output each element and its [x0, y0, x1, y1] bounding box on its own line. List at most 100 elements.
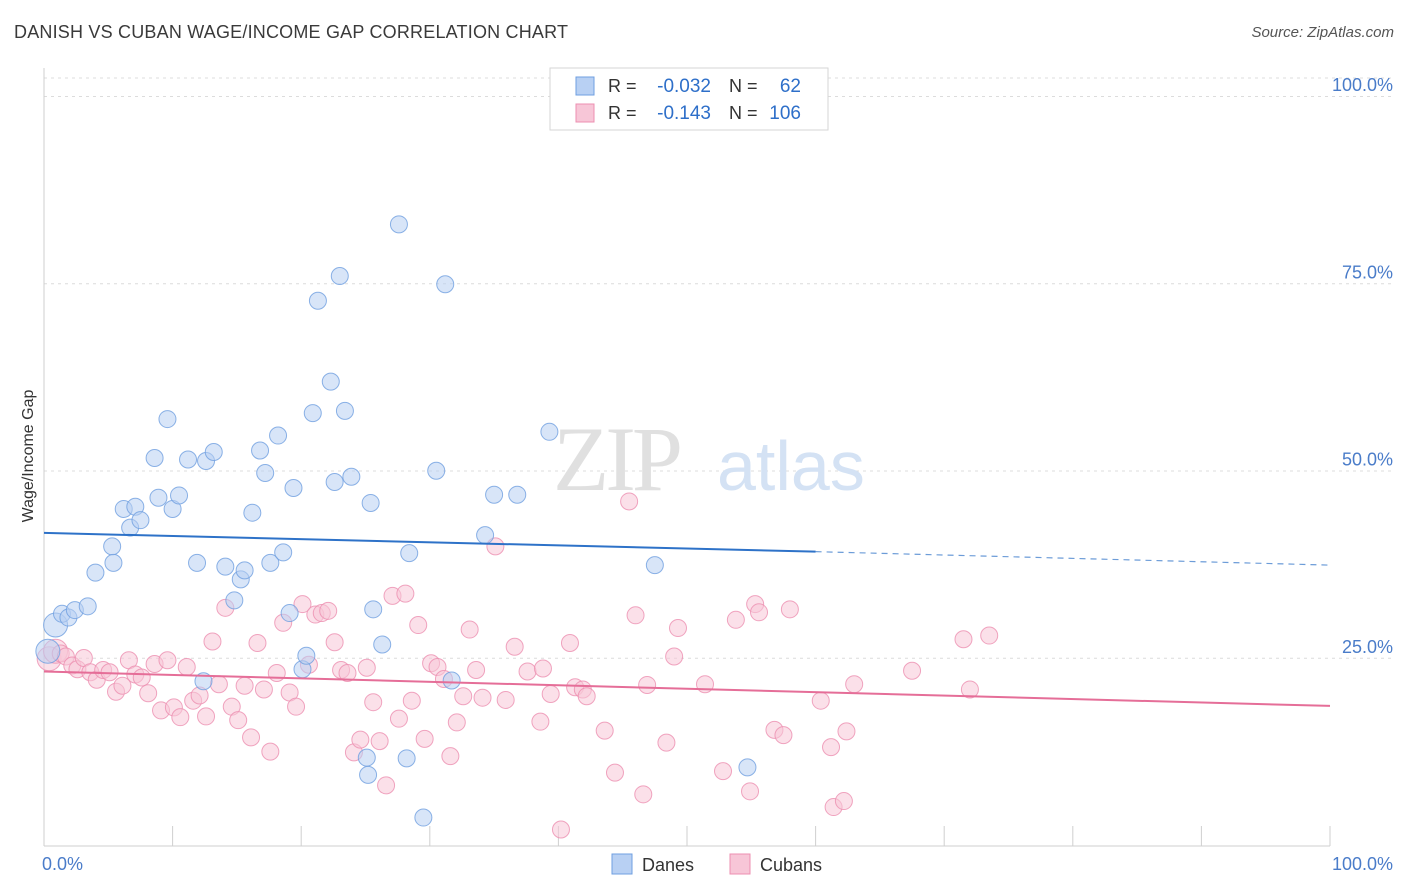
cubans-point: [357, 658, 376, 677]
danes-point: [225, 591, 244, 610]
cubans-point: [370, 732, 389, 751]
danes-point: [274, 543, 293, 562]
cubans-point: [714, 762, 733, 781]
bottom-legend-label: Cubans: [760, 855, 822, 875]
legend-n-value: 106: [769, 103, 801, 124]
cubans-point: [954, 630, 973, 649]
danes-point: [303, 404, 322, 423]
danes-point: [145, 449, 164, 468]
cubans-point: [496, 690, 515, 709]
cubans-point: [351, 730, 370, 749]
y-tick-label: 75.0%: [1342, 262, 1393, 282]
danes-point: [103, 537, 122, 556]
legend-r-value: -0.143: [657, 103, 711, 124]
cubans-point: [338, 663, 357, 682]
legend-r-label: R =: [608, 76, 637, 96]
danes-point: [442, 671, 461, 690]
danes-point: [284, 478, 303, 497]
cubans-point: [454, 687, 473, 706]
bottom-legend: Danes Cubans: [611, 853, 822, 875]
cubans-point: [293, 595, 312, 614]
legend-n-label: N =: [729, 76, 758, 96]
cubans-point: [177, 657, 196, 676]
legend-n-label: N =: [729, 103, 758, 123]
bottom-legend-swatch: [729, 853, 751, 875]
cubans-point: [447, 713, 466, 732]
cubans-point: [267, 663, 286, 682]
cubans-point: [980, 626, 999, 645]
cubans-point: [638, 675, 657, 694]
cubans-point: [287, 697, 306, 716]
cubans-point: [560, 634, 579, 653]
danes-point: [359, 765, 378, 784]
cubans-point: [139, 684, 158, 703]
legend-n-value: 62: [780, 76, 801, 97]
cubans-point: [668, 619, 687, 638]
danes-point: [204, 443, 223, 462]
danes-point: [361, 493, 380, 512]
cubans-point: [460, 620, 479, 639]
danes-point: [131, 511, 150, 530]
cubans-point: [811, 691, 830, 710]
danes-point: [261, 553, 280, 572]
watermark: ZIP atlas: [553, 408, 865, 510]
y-tick-label: 100.0%: [1332, 75, 1393, 95]
cubans-point: [774, 726, 793, 745]
data-points: [35, 215, 999, 839]
bottom-legend-swatch: [611, 853, 633, 875]
cubans-point: [634, 785, 653, 804]
x-tick-labels: 0.0% 100.0%: [42, 854, 1393, 874]
danes-point: [508, 485, 527, 504]
cubans-point: [741, 782, 760, 801]
cubans-point: [132, 668, 151, 687]
danes-point: [485, 485, 504, 504]
legend-r-value: -0.032: [657, 76, 711, 97]
cubans-point: [780, 600, 799, 619]
danes-point: [335, 401, 354, 420]
x-tick-label-max: 100.0%: [1332, 854, 1393, 874]
cubans-point: [319, 601, 338, 620]
cubans-point: [834, 792, 853, 811]
cubans-point: [364, 693, 383, 712]
cubans-point: [518, 662, 537, 681]
cubans-point: [605, 763, 624, 782]
cubans-point: [595, 721, 614, 740]
cubans-point: [113, 676, 132, 695]
danes-point: [364, 600, 383, 619]
danes-point: [179, 450, 198, 469]
danes-point: [645, 556, 664, 575]
danes-point: [269, 426, 288, 445]
danes-point: [357, 748, 376, 767]
cubans-point: [415, 729, 434, 748]
danes-point: [373, 635, 392, 654]
danes-point: [104, 553, 123, 572]
danes-point: [308, 291, 327, 310]
axes: [43, 68, 1331, 847]
y-axis-label: Wage/Income Gap: [20, 390, 37, 523]
legend-swatch: [575, 76, 595, 96]
danes-point: [149, 488, 168, 507]
cubans-point: [505, 637, 524, 656]
cubans-point: [541, 684, 560, 703]
watermark-zip: ZIP: [553, 408, 680, 510]
danes-point: [325, 472, 344, 491]
danes-point: [35, 638, 61, 664]
legend-r-label: R =: [608, 103, 637, 123]
cubans-point: [473, 688, 492, 707]
danes-point: [400, 544, 419, 563]
cubans-point: [837, 722, 856, 741]
cubans-point: [261, 742, 280, 761]
danes-trend-extension: [815, 551, 1331, 566]
cubans-point: [158, 651, 177, 670]
danes-point: [540, 422, 559, 441]
cubans-point: [389, 709, 408, 728]
y-tick-label: 50.0%: [1342, 450, 1393, 470]
cubans-point: [657, 733, 676, 752]
cubans-point: [229, 711, 248, 730]
cubans-point: [531, 712, 550, 731]
chart-title: DANISH VS CUBAN WAGE/INCOME GAP CORRELAT…: [14, 22, 569, 42]
cubans-point: [248, 634, 267, 653]
bottom-legend-label: Danes: [642, 855, 694, 875]
danes-point: [414, 808, 433, 827]
danes-point: [476, 526, 495, 545]
